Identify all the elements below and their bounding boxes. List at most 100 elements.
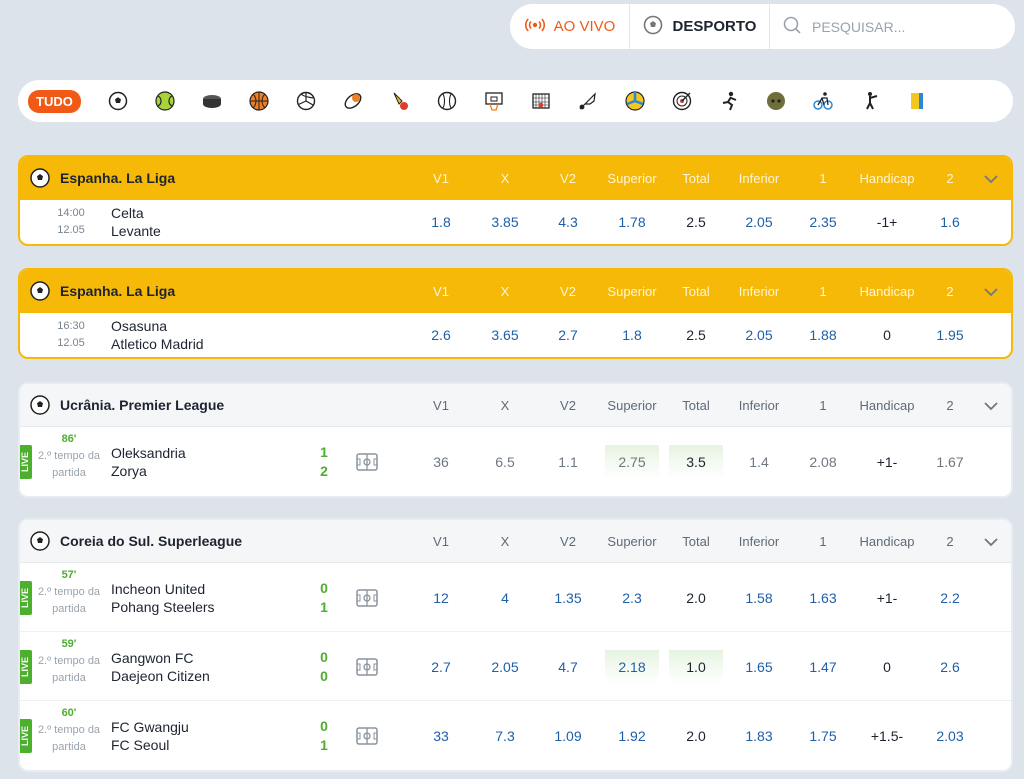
shuttlecock-icon[interactable] <box>577 90 599 112</box>
event-row[interactable]: 14:00 12.05 Celta Levante 1.8 3.85 4.3 1.78 2.5 2… <box>20 200 1011 244</box>
volleyball-icon[interactable] <box>295 90 317 112</box>
event-row[interactable]: LIVE 59' 2.º tempo da partida Gangwon FC Daej… <box>20 632 1011 701</box>
odd-button[interactable]: 1.09 <box>554 727 582 744</box>
odd-button[interactable]: 1.35 <box>554 589 582 606</box>
odd-button[interactable]: 2.7 <box>558 327 578 343</box>
event-teams[interactable]: Celta Levante <box>111 204 161 240</box>
league-name[interactable]: Coreia do Sul. Superleague <box>60 533 243 549</box>
athletics-icon[interactable] <box>718 90 740 112</box>
league-header[interactable]: Ucrânia. Premier League V1 X V2 Superior Tota… <box>20 384 1011 427</box>
odd-button[interactable]: 1.67 <box>936 453 964 470</box>
event-teams[interactable]: Incheon United Pohang Steelers <box>111 580 215 616</box>
odd-button[interactable]: 1.75 <box>809 727 837 744</box>
chevron-down-icon[interactable] <box>983 171 999 187</box>
top-nav: AO VIVO DESPORTO PESQUISAR... <box>510 4 1015 49</box>
odd-button[interactable]: 3.65 <box>491 327 519 343</box>
odd-button[interactable]: 2.6 <box>940 658 960 675</box>
odd-button[interactable]: 1.63 <box>809 589 837 606</box>
field-stats-icon[interactable] <box>356 657 378 676</box>
odd-button[interactable]: 2.3 <box>622 589 642 606</box>
odd-button[interactable]: 6.5 <box>495 453 515 470</box>
odd-button[interactable]: 2.18 <box>605 649 659 684</box>
chevron-down-icon[interactable] <box>983 398 999 414</box>
total-value: 2.5 <box>686 327 706 343</box>
field-stats-icon[interactable] <box>356 452 378 471</box>
football-icon <box>30 531 50 551</box>
odd-button[interactable]: 12 <box>433 589 449 606</box>
odd-button[interactable]: 1.95 <box>936 327 964 343</box>
badminton-icon[interactable] <box>389 90 411 112</box>
football-icon[interactable] <box>107 90 129 112</box>
odd-button[interactable]: 2.7 <box>431 658 451 675</box>
event-row[interactable]: LIVE 57' 2.º tempo da partida Incheon United… <box>20 563 1011 632</box>
special-icon[interactable] <box>906 90 928 112</box>
league-name[interactable]: Ucrânia. Premier League <box>60 397 225 413</box>
odd-button[interactable]: 2.05 <box>745 214 773 230</box>
shooting-icon[interactable] <box>859 90 881 112</box>
field-stats-icon[interactable] <box>356 726 378 745</box>
event-row[interactable]: LIVE 86' 2.º tempo da partida Oleksandria Zor… <box>20 427 1011 496</box>
odd-button[interactable]: 1.88 <box>809 327 837 343</box>
event-teams[interactable]: Oleksandria Zorya <box>111 444 186 480</box>
odd-button[interactable]: 2.35 <box>809 214 837 230</box>
odd-button[interactable]: 2.2 <box>940 589 960 606</box>
away-team: FC Seoul <box>111 736 170 753</box>
sport-button[interactable]: DESPORTO <box>630 4 770 49</box>
basketball-hoop-icon[interactable] <box>483 90 505 112</box>
league-header[interactable]: Coreia do Sul. Superleague V1 X V2 Superior T… <box>20 520 1011 563</box>
event-hour: 14:00 <box>57 207 85 219</box>
odd-button[interactable]: 2.75 <box>605 444 659 479</box>
league-name[interactable]: Espanha. La Liga <box>60 170 176 186</box>
event-row[interactable]: LIVE 60' 2.º tempo da partida FC Gwangju FC S… <box>20 701 1011 770</box>
futsal-goal-icon[interactable] <box>530 90 552 112</box>
darts-icon[interactable] <box>671 90 693 112</box>
home-team: Gangwon FC <box>111 649 194 666</box>
chevron-down-icon[interactable] <box>983 534 999 550</box>
hockey-icon[interactable] <box>201 90 223 112</box>
odd-button[interactable]: 1.92 <box>618 727 646 744</box>
live-button[interactable]: AO VIVO <box>510 4 630 49</box>
column-header: V1 <box>433 398 449 413</box>
event-teams[interactable]: Gangwon FC Daejeon Citizen <box>111 649 210 685</box>
odd-button[interactable]: 2.6 <box>431 327 451 343</box>
odd-button[interactable]: 1.78 <box>618 214 646 230</box>
search-input[interactable]: PESQUISAR... <box>770 4 1015 49</box>
league-header[interactable]: Espanha. La Liga V1 X V2 Superior Total Inferi… <box>20 270 1011 313</box>
snooker-icon[interactable] <box>765 90 787 112</box>
odd-button[interactable]: 1.83 <box>745 727 773 744</box>
cycling-icon[interactable] <box>812 90 834 112</box>
event-teams[interactable]: Osasuna Atletico Madrid <box>111 317 204 353</box>
odd-button[interactable]: 1.8 <box>622 327 642 343</box>
baseball-icon[interactable] <box>436 90 458 112</box>
handicap-value: +1- <box>876 453 898 470</box>
filter-all[interactable]: TUDO <box>28 89 81 113</box>
odd-button[interactable]: 1.4 <box>749 453 769 470</box>
odd-button[interactable]: 36 <box>433 453 449 470</box>
rugby-icon[interactable] <box>342 90 364 112</box>
odd-button[interactable]: 33 <box>433 727 449 744</box>
odd-button[interactable]: 2.03 <box>936 727 964 744</box>
odd-button[interactable]: 4.7 <box>558 658 578 675</box>
league-header[interactable]: Espanha. La Liga V1 X V2 Superior Total Inferi… <box>20 157 1011 200</box>
odd-button[interactable]: 2.05 <box>491 658 519 675</box>
basketball-icon[interactable] <box>248 90 270 112</box>
beach-volleyball-icon[interactable] <box>624 90 646 112</box>
odd-button[interactable]: 7.3 <box>495 727 515 744</box>
event-teams[interactable]: FC Gwangju FC Seoul <box>111 718 189 754</box>
tennis-icon[interactable] <box>154 90 176 112</box>
chevron-down-icon[interactable] <box>983 284 999 300</box>
odd-button[interactable]: 1.58 <box>745 589 773 606</box>
odd-button[interactable]: 1.47 <box>809 658 837 675</box>
odd-button[interactable]: 2.08 <box>809 453 837 470</box>
field-stats-icon[interactable] <box>356 588 378 607</box>
odd-button[interactable]: 2.05 <box>745 327 773 343</box>
odd-button[interactable]: 4 <box>501 589 509 606</box>
league-name[interactable]: Espanha. La Liga <box>60 283 176 299</box>
odd-button[interactable]: 4.3 <box>558 214 578 230</box>
odd-button[interactable]: 1.8 <box>431 214 451 230</box>
odd-button[interactable]: 1.6 <box>940 214 960 230</box>
event-row[interactable]: 16:30 12.05 Osasuna Atletico Madrid 2.6 3.65 2… <box>20 313 1011 357</box>
odd-button[interactable]: 1.1 <box>558 453 578 470</box>
odd-button[interactable]: 1.65 <box>745 658 773 675</box>
odd-button[interactable]: 3.85 <box>491 214 519 230</box>
